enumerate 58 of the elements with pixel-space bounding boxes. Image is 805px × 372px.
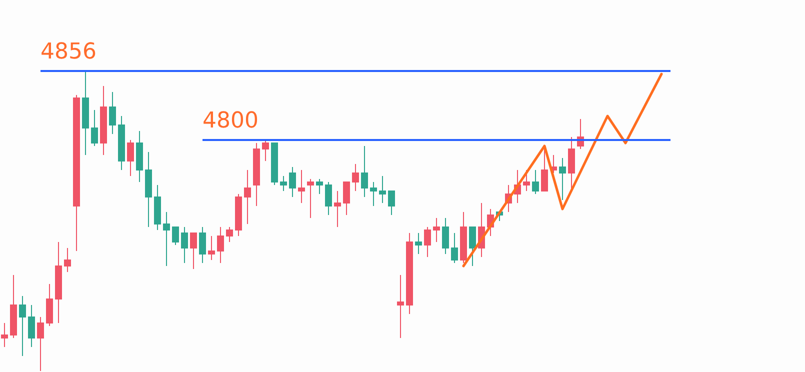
candlestick	[343, 182, 350, 216]
candlestick	[325, 182, 332, 216]
candlestick	[460, 212, 467, 264]
candlestick	[523, 170, 530, 192]
candlestick	[397, 274, 404, 338]
candlestick	[316, 178, 323, 194]
candlestick	[208, 236, 215, 260]
candlestick	[442, 218, 449, 254]
candlestick	[64, 248, 71, 272]
candlestick	[127, 140, 134, 176]
candlestick	[280, 176, 287, 192]
candlestick	[154, 184, 161, 230]
candlestick	[73, 94, 80, 252]
candlestick	[91, 110, 98, 146]
candlestick	[433, 218, 440, 242]
candlestick	[190, 232, 197, 270]
candlestick	[406, 232, 413, 314]
candlestick	[145, 152, 152, 228]
candlestick	[370, 182, 377, 206]
candlestick	[559, 158, 566, 200]
candlestick	[181, 226, 188, 264]
candlestick	[253, 142, 260, 206]
candlestick	[118, 116, 125, 170]
candlestick	[226, 226, 233, 242]
candlestick	[352, 164, 359, 192]
candlestick	[199, 226, 206, 264]
candlestick	[361, 146, 368, 198]
candlestick	[298, 170, 305, 204]
candlestick	[262, 140, 269, 162]
candlestick	[532, 170, 539, 194]
candlestick	[28, 304, 35, 348]
candlestick	[469, 226, 476, 266]
candlestick	[415, 232, 422, 254]
candlestick	[109, 92, 116, 134]
candlestick	[379, 176, 386, 204]
candlestick	[10, 274, 17, 338]
candlestick	[55, 242, 62, 324]
candlestick	[217, 226, 224, 264]
candlestick	[172, 226, 179, 246]
candlestick	[46, 284, 53, 326]
candlestick	[1, 322, 8, 348]
candlestick	[451, 232, 458, 264]
annotation: 4800	[202, 108, 258, 134]
candlestick	[244, 170, 251, 224]
candlestick	[271, 142, 278, 186]
candlestick	[424, 226, 431, 258]
candlestick	[136, 130, 143, 182]
candlestick	[163, 212, 170, 266]
candlestick	[19, 296, 26, 356]
candlestick	[100, 86, 107, 156]
candlestick	[82, 70, 89, 156]
candlestick	[307, 178, 314, 218]
candlestick	[235, 194, 242, 236]
candlestick	[37, 316, 44, 372]
candlestick	[289, 166, 296, 198]
candlestick	[388, 190, 395, 216]
candlestick	[334, 190, 341, 228]
text: 4856	[40, 40, 96, 64]
